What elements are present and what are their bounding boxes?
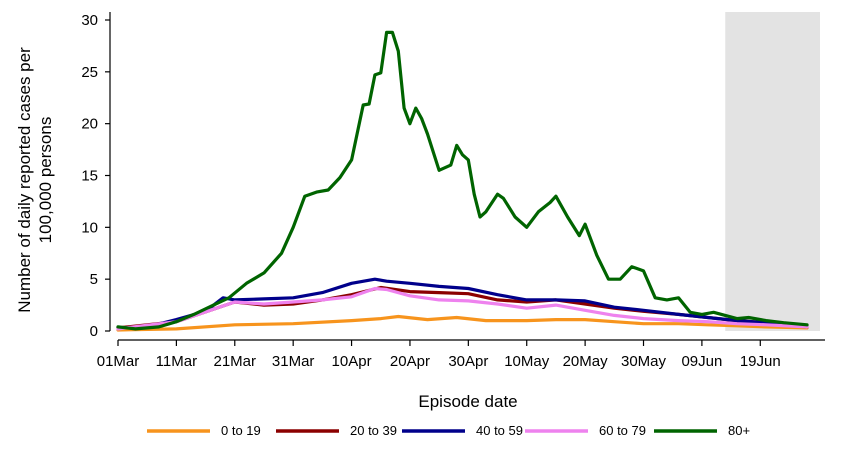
legend-label: 60 to 79 (599, 423, 646, 438)
y-tick-label: 20 (81, 116, 98, 133)
plot-lines (116, 30, 809, 332)
x-tick-label: 20May (563, 353, 609, 370)
y-tick-label: 0 (90, 323, 98, 340)
legend-label: 20 to 39 (350, 423, 397, 438)
y-tick-label: 10 (81, 219, 98, 236)
x-tick-label: 10Apr (332, 353, 372, 370)
x-tick-label: 11Mar (156, 353, 197, 370)
y-axis: 0 5 10 15 20 25 30 (81, 12, 111, 340)
x-tick-label: 20Apr (390, 353, 430, 370)
y-axis-title-line-2: 100,000 persons (36, 117, 55, 244)
x-tick-label: 19Jun (740, 353, 781, 370)
legend-label: 0 to 19 (221, 423, 261, 438)
x-tick-label: 30May (621, 353, 667, 370)
x-tick-label: 10May (504, 353, 550, 370)
y-tick-label: 25 (81, 64, 98, 81)
x-tick-label: 31Mar (272, 353, 315, 370)
legend-label: 80+ (728, 423, 750, 438)
y-tick-label: 5 (90, 271, 98, 288)
series-line-4 (116, 30, 809, 331)
x-tick-label: 30Apr (448, 353, 488, 370)
x-tick-label: 21Mar (214, 353, 257, 370)
x-tick-label: 09Jun (681, 353, 722, 370)
y-axis-title-line-1: Number of daily reported cases per (15, 47, 34, 313)
legend-label: 40 to 59 (476, 423, 523, 438)
x-axis-title: Episode date (418, 392, 517, 411)
series-line-3 (116, 286, 809, 331)
shaded-region (725, 12, 820, 331)
y-tick-label: 15 (81, 168, 98, 185)
x-tick-label: 01Mar (97, 353, 140, 370)
legend: 0 to 19 20 to 39 40 to 59 60 to 79 80+ (147, 423, 750, 438)
x-axis: 01Mar 11Mar 21Mar 31Mar 10Apr 20Apr 30Apr 10May… (97, 339, 825, 370)
y-tick-label: 30 (81, 12, 98, 29)
series-line-0 (116, 314, 809, 332)
